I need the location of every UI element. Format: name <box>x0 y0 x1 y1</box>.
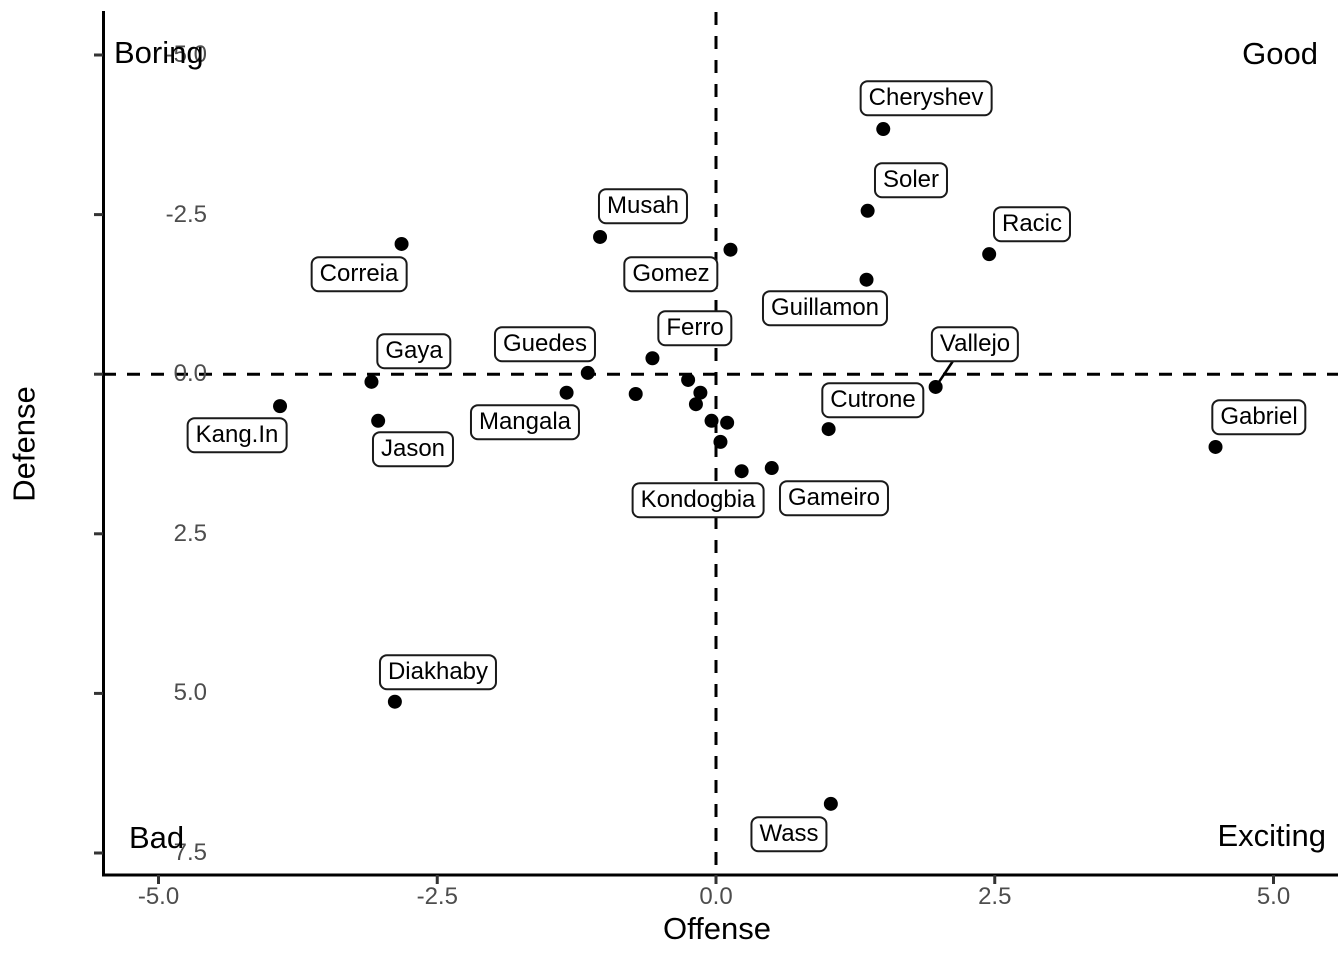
x-tick-label: 2.5 <box>978 883 1012 910</box>
y-tick-label: -2.5 <box>165 200 207 228</box>
point-label-guillamon: Guillamon <box>761 290 889 326</box>
point-label-kondogbia: Kondogbia <box>631 482 765 518</box>
point-label-soler: Soler <box>873 162 949 198</box>
point-label-cutrone: Cutrone <box>821 382 925 418</box>
quadrant-label-boring: Boring <box>114 35 204 70</box>
data-point-gomez <box>723 242 738 257</box>
point-label-guedes: Guedes <box>493 326 597 362</box>
data-point-mangala <box>559 385 574 400</box>
data-point-cutrone <box>821 422 836 437</box>
data-point-gameiro <box>764 461 779 476</box>
point-label-gaya: Gaya <box>376 333 452 369</box>
point-label-cheryshev: Cheryshev <box>859 80 993 116</box>
x-tick-label: -5.0 <box>137 883 180 910</box>
point-label-mangala: Mangala <box>469 404 581 440</box>
point-label-gomez: Gomez <box>623 256 719 292</box>
quadrant-label-exciting: Exciting <box>1217 818 1326 853</box>
point-label-musah: Musah <box>597 188 689 224</box>
data-point-vallejo <box>928 379 943 394</box>
data-point-musah <box>593 229 608 244</box>
data-point <box>688 397 703 412</box>
y-tick-label: 5.0 <box>173 679 207 707</box>
y-tick-label: 0.0 <box>173 360 207 388</box>
point-label-gameiro: Gameiro <box>778 480 890 516</box>
data-point <box>720 415 735 430</box>
data-point-diakhaby <box>387 694 402 709</box>
data-point-gaya <box>364 374 379 389</box>
y-tick-label: -5.0 <box>165 41 207 68</box>
point-label-wass: Wass <box>750 816 828 852</box>
data-point-kangin <box>273 399 288 414</box>
x-tick-label: 0.0 <box>699 883 733 910</box>
quadrant-label-good: Good <box>1242 36 1318 71</box>
x-tick-label: 5.0 <box>1256 883 1291 910</box>
data-point <box>713 434 728 449</box>
data-point-gabriel <box>1208 439 1223 454</box>
data-point-wass <box>823 796 838 811</box>
point-label-gabriel: Gabriel <box>1211 399 1307 435</box>
y-tick-label: 7.5 <box>173 839 207 866</box>
point-label-ferro: Ferro <box>657 310 733 346</box>
data-point <box>693 385 708 400</box>
data-point-ferro <box>645 351 660 366</box>
y-axis-title: Defense <box>6 386 42 502</box>
data-point <box>628 386 643 401</box>
quadrant-label-bad: Bad <box>129 820 185 855</box>
point-label-vallejo: Vallejo <box>930 326 1020 362</box>
data-point-cheryshev <box>876 122 891 137</box>
data-point-jason <box>371 413 386 428</box>
data-point-kondogbia <box>734 464 749 479</box>
x-axis-title: Offense <box>662 911 772 946</box>
point-label-correia: Correia <box>310 256 408 292</box>
data-point <box>681 372 696 387</box>
point-label-kangin: Kang.In <box>186 417 288 453</box>
data-point-guedes <box>580 365 595 380</box>
data-point-racic <box>982 247 997 262</box>
data-point-guillamon <box>859 272 874 287</box>
data-point-correia <box>394 236 409 251</box>
data-point <box>704 413 719 428</box>
point-label-racic: Racic <box>992 206 1072 242</box>
x-tick-label: -2.5 <box>416 883 458 910</box>
y-tick-label: 2.5 <box>173 519 207 547</box>
point-label-jason: Jason <box>371 431 455 467</box>
data-point-soler <box>860 203 875 218</box>
point-label-diakhaby: Diakhaby <box>378 654 498 690</box>
